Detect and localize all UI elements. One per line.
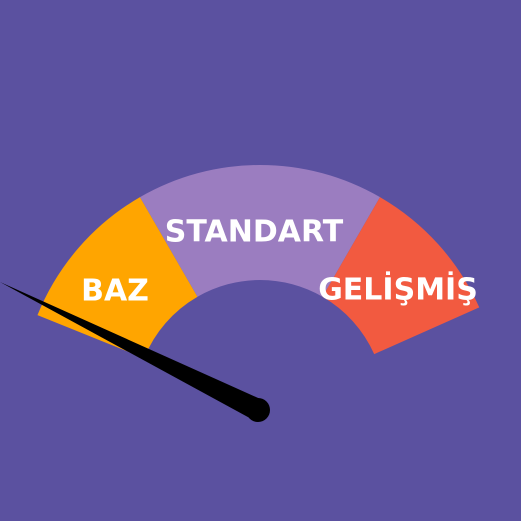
gauge-segment-gelismis xyxy=(322,197,480,355)
segment-label-standart: STANDART xyxy=(165,215,344,250)
segment-label-baz: BAZ xyxy=(81,274,149,309)
gauge-needle xyxy=(0,282,263,420)
gauge-segment-standart xyxy=(140,164,380,297)
segment-label-gelismis: GELİŞMİŞ xyxy=(318,272,478,308)
needle-pivot xyxy=(246,398,270,422)
